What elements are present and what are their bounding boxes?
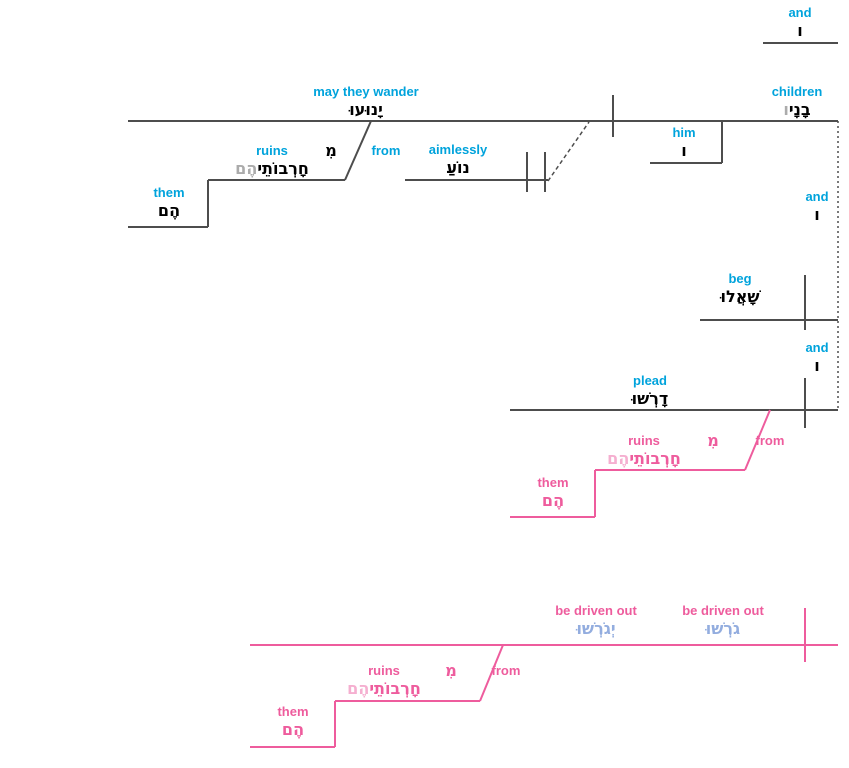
variant-from-phrase-slant-upper	[744, 409, 771, 471]
gloss-may-they-wander: may they wander	[313, 84, 419, 99]
gloss-be-driven-out-1: be driven out	[555, 603, 637, 618]
hebrew-banav-stem: בָנָי	[788, 100, 811, 119]
hebrew-mem-1: מִ	[325, 141, 337, 160]
word-conjunction-top: and ו	[772, 5, 828, 40]
gloss-children: children	[771, 84, 823, 99]
gloss-from-1: from	[371, 143, 401, 158]
word-conjunction-1: and ו	[789, 189, 845, 224]
from-phrase-slant	[344, 120, 372, 181]
gloss-him: him	[672, 125, 696, 140]
word-prep-from-3: from	[484, 663, 528, 678]
hebrew-ruins-1-suffix-muted: הֶם	[235, 159, 258, 178]
word-ruins-2: ruins חָרְבוֹתֵיהֶם	[598, 433, 690, 468]
word-prep-from-2: from	[748, 433, 792, 448]
hebrew-ruins-1-stem: חָרְבוֹתֵי	[257, 159, 309, 178]
variant-from-phrase-slant-lower	[479, 644, 504, 702]
word-prep-from-1: from	[364, 143, 408, 158]
word-verb-wander: may they wander יָנוּעוּ	[294, 84, 438, 119]
gloss-them-2: them	[537, 475, 569, 490]
hebrew-vav-top: ו	[797, 21, 803, 40]
hebrew-ruins-2-stem: חָרְבוֹתֵי	[629, 449, 681, 468]
gloss-ruins-2: ruins	[628, 433, 660, 448]
word-subject-children: children בָנָיו	[757, 84, 837, 119]
word-variant-verb-2: be driven out גֹרְשׁוּ	[676, 603, 770, 638]
hebrew-vav-2: ו	[814, 356, 820, 375]
hebrew-banav: בָנָיו	[757, 100, 837, 119]
hebrew-vav-him: ו	[681, 141, 687, 160]
word-ruins-3: ruins חָרְבוֹתֵיהֶם	[338, 663, 430, 698]
word-prep-mem-2: מִ	[700, 430, 726, 450]
word-them-1: them הֶם	[138, 185, 200, 220]
hebrew-darshu: דָרְשׁוּ	[631, 389, 669, 408]
hebrew-ruins-3: חָרְבוֹתֵיהֶם	[338, 679, 430, 698]
gloss-from-2: from	[755, 433, 785, 448]
word-modifier-him: him ו	[652, 125, 716, 160]
gloss-from-3: from	[491, 663, 521, 678]
hebrew-shaalu: שָׁאֲלוּ	[720, 287, 760, 306]
hebrew-mem-3: מִ	[445, 661, 457, 680]
infinitive-dashed-connector	[547, 121, 590, 182]
hebrew-ruins-2: חָרְבוֹתֵיהֶם	[598, 449, 690, 468]
gloss-and-2: and	[805, 340, 829, 355]
hebrew-hem-2: הֶם	[541, 491, 565, 510]
gloss-beg: beg	[728, 271, 752, 286]
word-conjunction-2: and ו	[789, 340, 845, 375]
hebrew-yanuu: יָנוּעוּ	[349, 100, 383, 119]
gloss-plead: plead	[633, 373, 667, 388]
gloss-and-top: and	[788, 5, 812, 20]
word-variant-verb-1: be driven out יְגֹרְשׁוּ	[549, 603, 643, 638]
hebrew-ruins-2-suffix-muted: הֶם	[607, 449, 630, 468]
hebrew-vav-1: ו	[814, 205, 820, 224]
word-verb-plead: plead דָרְשׁוּ	[612, 373, 688, 408]
word-prep-mem-1: מִ	[318, 140, 344, 160]
word-prep-mem-3: מִ	[438, 660, 464, 680]
gloss-be-driven-out-2: be driven out	[682, 603, 764, 618]
hebrew-noa: נוֹעַ	[446, 158, 470, 177]
gloss-ruins-1: ruins	[256, 143, 288, 158]
word-adverb-aimlessly: aimlessly נוֹעַ	[406, 142, 510, 177]
hebrew-yegorshu: יְגֹרְשׁוּ	[576, 619, 616, 638]
gloss-and-1: and	[805, 189, 829, 204]
hebrew-ruins-3-stem: חָרְבוֹתֵי	[369, 679, 421, 698]
gloss-them-1: them	[153, 185, 185, 200]
word-ruins-1: ruins חָרְבוֹתֵיהֶם	[226, 143, 318, 178]
gloss-ruins-3: ruins	[368, 663, 400, 678]
hebrew-mem-2: מִ	[707, 431, 719, 450]
gloss-aimlessly: aimlessly	[428, 142, 488, 157]
hebrew-gorshu: גֹרְשׁוּ	[705, 619, 741, 638]
word-them-2: them הֶם	[522, 475, 584, 510]
hebrew-hem-3: הֶם	[281, 720, 305, 739]
hebrew-ruins-3-suffix-muted: הֶם	[347, 679, 370, 698]
word-verb-beg: beg שָׁאֲלוּ	[702, 271, 778, 306]
word-them-3: them הֶם	[262, 704, 324, 739]
gloss-them-3: them	[277, 704, 309, 719]
hebrew-hem-1: הֶם	[157, 201, 181, 220]
hebrew-ruins-1: חָרְבוֹתֵיהֶם	[226, 159, 318, 178]
hebrew-banav-suffix-muted: ו	[783, 100, 789, 119]
